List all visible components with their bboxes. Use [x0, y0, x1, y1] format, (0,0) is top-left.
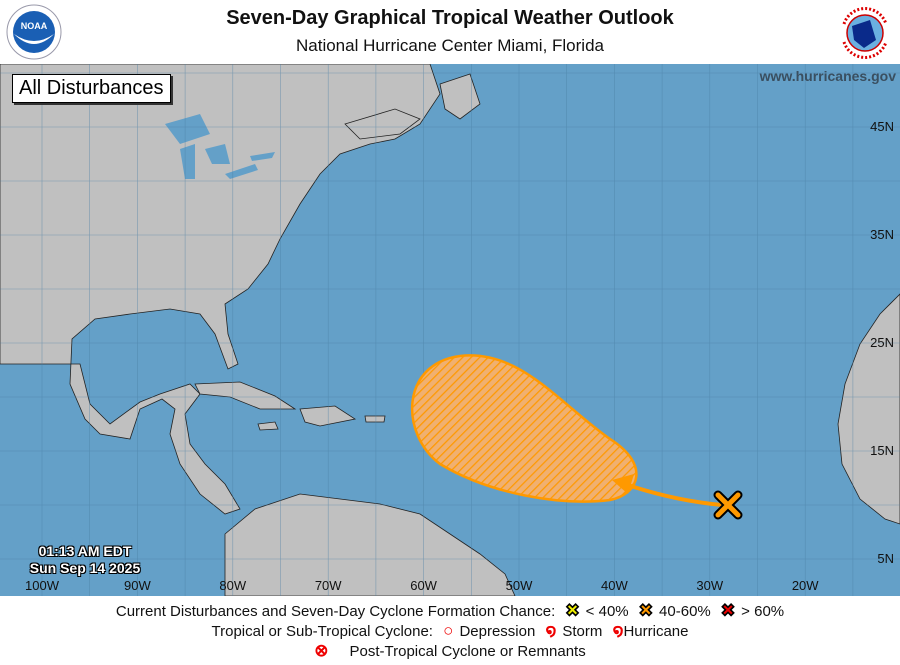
x-orange-icon: ✖ [638, 601, 654, 621]
nws-logo [838, 6, 892, 60]
storm-icon: ໑ [545, 621, 557, 640]
lon-label: 30W [696, 578, 724, 593]
lon-label: 90W [124, 578, 151, 593]
africa [837, 293, 900, 525]
map [0, 64, 900, 596]
track-arrow [624, 482, 723, 507]
lon-label: 60W [410, 578, 437, 593]
depression-circle-icon: ○ [443, 621, 454, 640]
legend-formation-label: Current Disturbances and Seven-Day Cyclo… [115, 603, 556, 620]
great-lakes [165, 114, 275, 179]
legend-low: < 40% [585, 603, 629, 620]
legend-high: > 60% [741, 603, 785, 620]
nova-scotia [344, 108, 421, 140]
legend-hurricane: Hurricane [623, 623, 689, 640]
lat-label: 5N [877, 551, 894, 566]
disturbance-x-icon[interactable] [713, 490, 743, 520]
hispaniola [299, 405, 357, 427]
puerto-rico [364, 415, 386, 423]
cuba [194, 381, 297, 410]
lon-label: 50W [505, 578, 533, 593]
lat-label: 15N [870, 443, 894, 458]
legend-medium: 40-60% [659, 603, 711, 620]
legend-cyclone-label: Tropical or Sub-Tropical Cyclone: [211, 623, 433, 640]
hurricane-icon: ໑ [612, 621, 624, 640]
south-america [224, 493, 516, 596]
issue-time: 01:13 AM EDT [38, 543, 132, 559]
issue-date: Sun Sep 14 2025 [29, 560, 141, 576]
lon-label: 20W [791, 578, 819, 593]
page-subtitle: National Hurricane Center Miami, Florida [295, 36, 604, 55]
lon-label: 40W [601, 578, 628, 593]
arrow-head-icon [612, 474, 634, 494]
lon-label: 80W [219, 578, 247, 593]
post-tropical-icon: ⊗ [314, 641, 329, 660]
panel-label: All Disturbances [12, 74, 171, 103]
legend-storm: Storm [562, 623, 603, 640]
legend-row-formation: Current Disturbances and Seven-Day Cyclo… [0, 601, 900, 621]
lat-label: 35N [870, 227, 894, 242]
legend-post-tropical: Post-Tropical Cyclone or Remnants [349, 643, 586, 660]
page-title: Seven-Day Graphical Tropical Weather Out… [226, 7, 674, 29]
lat-label: 45N [870, 119, 894, 134]
x-red-icon: ✖ [720, 601, 736, 621]
jamaica [257, 421, 279, 431]
legend-row-cyclone: Tropical or Sub-Tropical Cyclone: ○ Depre… [0, 621, 900, 641]
svg-text:NOAA: NOAA [21, 21, 48, 31]
lat-label: 25N [870, 335, 894, 350]
legend-row-post-tropical: ⊗ Post-Tropical Cyclone or Remnants [0, 641, 900, 661]
lon-label: 100W [25, 578, 59, 593]
lon-label: 70W [314, 578, 342, 593]
website-link[interactable]: www.hurricanes.gov [759, 68, 896, 84]
noaa-logo: NOAA [6, 4, 62, 60]
legend-depression: Depression [459, 623, 536, 640]
x-yellow-icon: ✖ [565, 601, 580, 621]
outlook-area [410, 354, 638, 503]
newfoundland [439, 73, 481, 120]
